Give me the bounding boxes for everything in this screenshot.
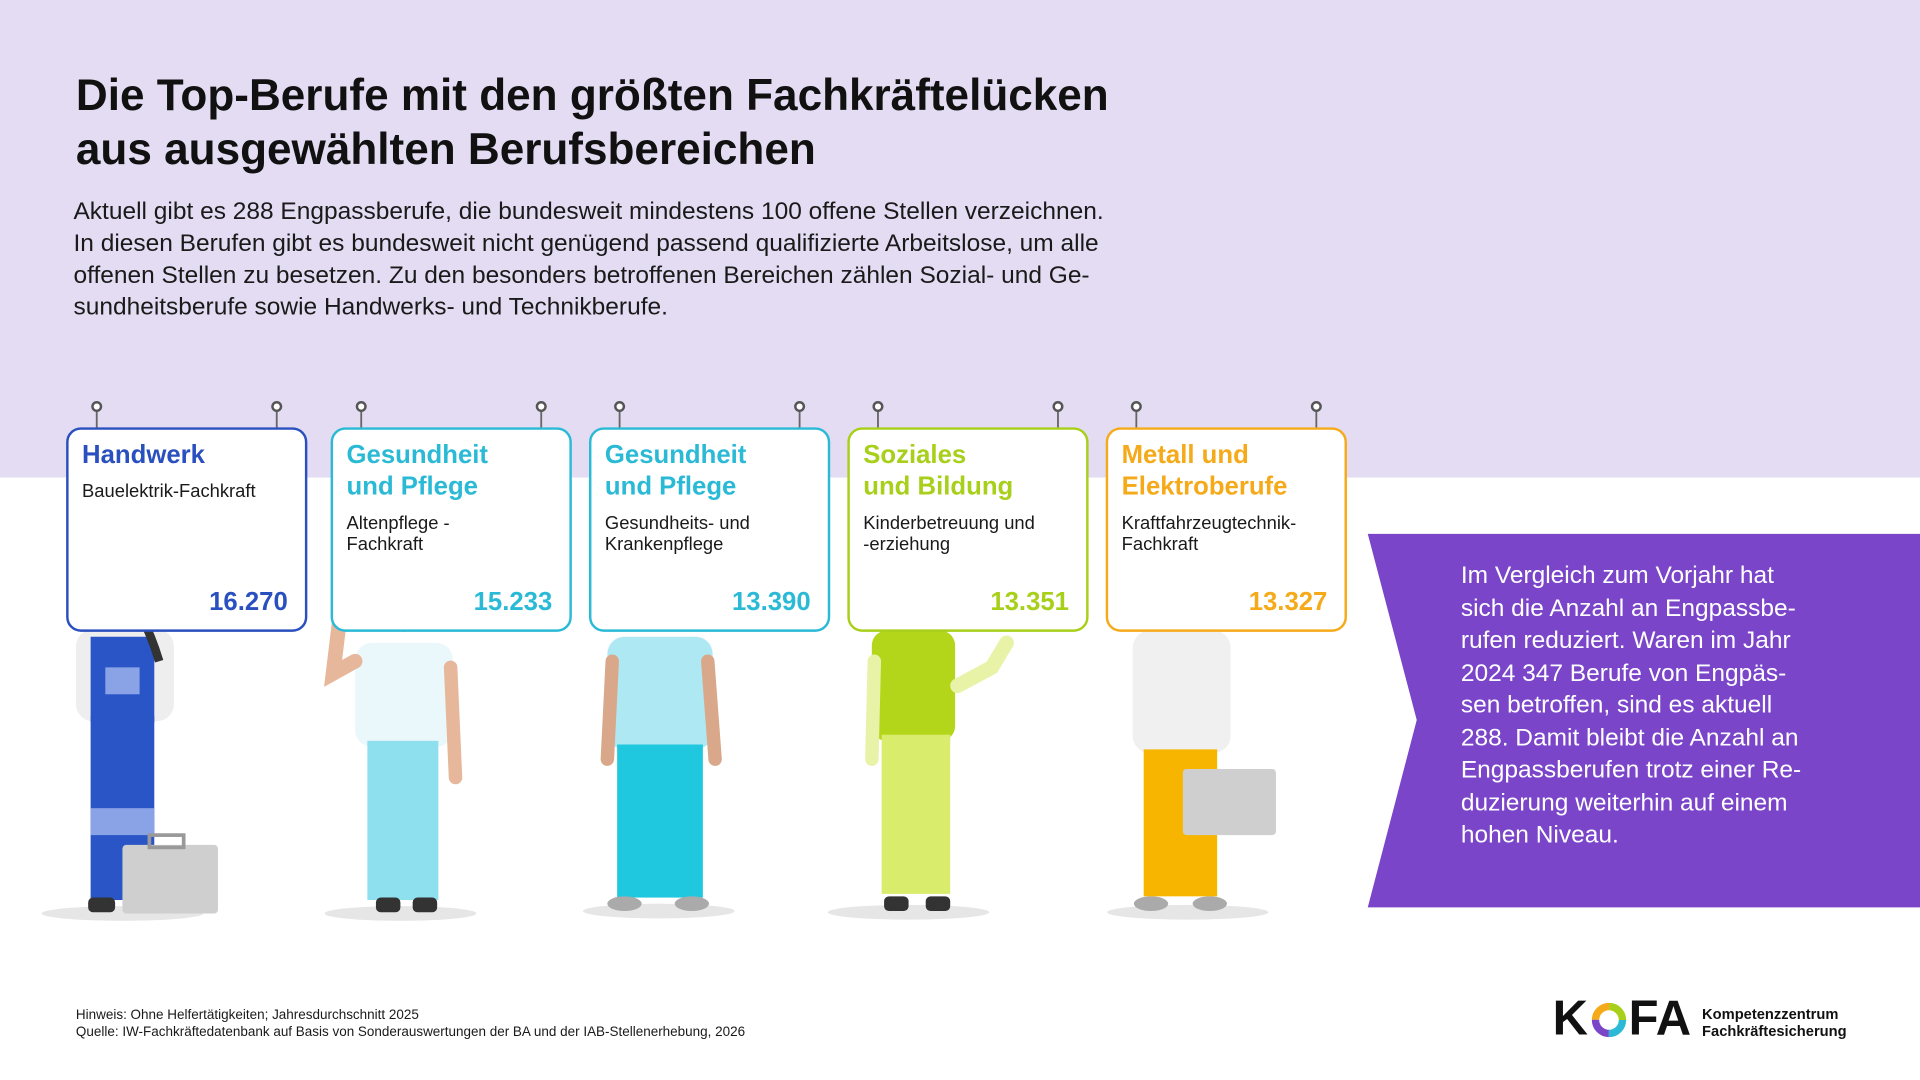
panel-line: Engpassberufen trotz einer Re- — [1460, 756, 1802, 784]
logo-text: FA — [1628, 991, 1692, 1046]
panel-line: hohen Niveau. — [1460, 821, 1619, 849]
card-job-line: Gesundheits- und — [604, 513, 750, 534]
shadows — [41, 903, 1269, 921]
hanger-pin — [614, 401, 626, 413]
card-category-line: Gesundheit — [346, 440, 488, 469]
hanger-pin — [1130, 401, 1142, 413]
card-value: 15.233 — [473, 587, 553, 616]
panel-text: Im Vergleich zum Vorjahr hat sich die Anz… — [1461, 560, 1801, 852]
card-category-line: Soziales — [863, 440, 967, 469]
card-job: Kraftfahrzeugtechnik- Fachkraft — [1122, 513, 1297, 555]
card-job-line: Kraftfahrzeugtechnik- — [1121, 513, 1297, 534]
card-category-line: und Pflege — [346, 472, 478, 501]
title-line: aus ausgewählten Berufsbereichen — [75, 123, 816, 174]
card-value: 13.390 — [731, 587, 811, 616]
card-job-line: Fachkraft — [1121, 533, 1199, 555]
header-background — [0, 0, 1920, 478]
card-category-line: Gesundheit — [604, 440, 747, 469]
intro-line: Aktuell gibt es 288 Engpassberufe, die b… — [73, 198, 1104, 226]
hanger-pin — [872, 401, 884, 413]
card-value: 16.270 — [209, 587, 288, 616]
figure-altenpflege — [324, 585, 463, 913]
card-category: Gesundheit und Pflege — [347, 440, 488, 504]
card-category: Handwerk — [82, 440, 205, 472]
panel-line: 2024 347 Berufe von Engpäs- — [1460, 659, 1787, 687]
card-job: Kinderbetreuung und -erziehung — [863, 513, 1035, 555]
hanger-pin — [535, 401, 547, 413]
card-job: Altenpflege - Fachkraft — [347, 513, 450, 555]
intro-line: In diesen Berufen gibt es bundesweit nic… — [73, 230, 1099, 258]
card: Metall und Elektroberufe Kraftfahrzeugtech… — [1105, 427, 1347, 632]
card: Gesundheit und Pflege Gesundheits- und Kran… — [588, 427, 831, 632]
card-job-line: Fachkraft — [346, 533, 424, 555]
card-job-line: Bauelektrik-Fachkraft — [82, 481, 256, 503]
card-job-line: Altenpflege - — [346, 513, 450, 534]
logo-ring — [1591, 1002, 1627, 1038]
card-category-line: und Pflege — [604, 472, 737, 501]
card-category-line: Metall und — [1121, 440, 1249, 469]
card-category-line: und Bildung — [863, 472, 1014, 501]
hanger-pin — [1052, 401, 1064, 413]
title-line: Die Top-Berufe mit den größten Fachkräft… — [75, 69, 1109, 121]
logo-subtitle: Kompetenzzentrum Fachkräftesicherung — [1702, 1005, 1847, 1039]
card-hangers — [91, 401, 1322, 429]
card-category: Metall und Elektroberufe — [1122, 440, 1288, 504]
card-job-line: Kinderbetreuung und — [863, 513, 1035, 534]
hanger-pin — [794, 401, 806, 413]
note-line: Hinweis: Ohne Helfertätigkeiten; Jahresd… — [75, 1007, 419, 1023]
hanger-pin — [1310, 401, 1322, 413]
hanger-pin — [271, 401, 283, 413]
title: Die Top-Berufe mit den größten Fachkräft… — [76, 69, 1109, 177]
card-category-line: Handwerk — [82, 440, 205, 469]
logo-subtitle-line: Kompetenzzentrum — [1702, 1005, 1839, 1023]
footer-notes: Hinweis: Ohne Helfertätigkeiten; Jahresd… — [76, 1007, 745, 1041]
figure-krankenpflege — [600, 585, 722, 912]
logo-text: K — [1552, 991, 1589, 1046]
card: Handwerk Bauelektrik-Fachkraft 16.270 — [66, 427, 308, 632]
card-value: 13.327 — [1248, 587, 1328, 616]
card-category-line: Elektroberufe — [1121, 472, 1288, 501]
panel-line: duzierung weiterhin auf einem — [1460, 789, 1788, 817]
panel-line: 288. Damit bleibt die Anzahl an — [1460, 724, 1799, 752]
card-job: Gesundheits- und Krankenpflege — [605, 513, 750, 555]
intro-line: offenen Stellen zu besetzen. Zu den beso… — [73, 262, 1090, 289]
hanger-pin — [355, 401, 367, 413]
panel-line: Im Vergleich zum Vorjahr hat — [1460, 562, 1774, 589]
intro: Aktuell gibt es 288 Engpassberufe, die b… — [73, 196, 1103, 323]
figure-kinderbetreuung — [865, 580, 1014, 912]
card-job-line: -erziehung — [863, 533, 951, 555]
card-job: Bauelektrik-Fachkraft — [82, 481, 256, 502]
card: Gesundheit und Pflege Altenpflege - Fachkra… — [330, 427, 572, 632]
card: Soziales und Bildung Kinderbetreuung und -e… — [847, 427, 1089, 632]
card-category: Gesundheit und Pflege — [605, 440, 746, 504]
card-value: 13.351 — [990, 587, 1069, 616]
panel-line: sich die Anzahl an Engpassbe- — [1460, 594, 1796, 622]
panel-line: rufen reduziert. Waren im Jahr — [1460, 626, 1791, 654]
hanger-pin — [91, 401, 103, 413]
note-line: Quelle: IW-Fachkräftedatenbank auf Basis… — [75, 1024, 746, 1040]
card-category: Soziales und Bildung — [863, 440, 1013, 504]
logo-subtitle-line: Fachkräftesicherung — [1702, 1022, 1847, 1040]
panel-line: sen betroffen, sind es aktuell — [1460, 691, 1773, 719]
info-panel — [1367, 533, 1920, 908]
card-job-line: Krankenpflege — [604, 533, 724, 555]
intro-line: sundheitsberufe sowie Handwerks- und Tec… — [73, 293, 668, 321]
